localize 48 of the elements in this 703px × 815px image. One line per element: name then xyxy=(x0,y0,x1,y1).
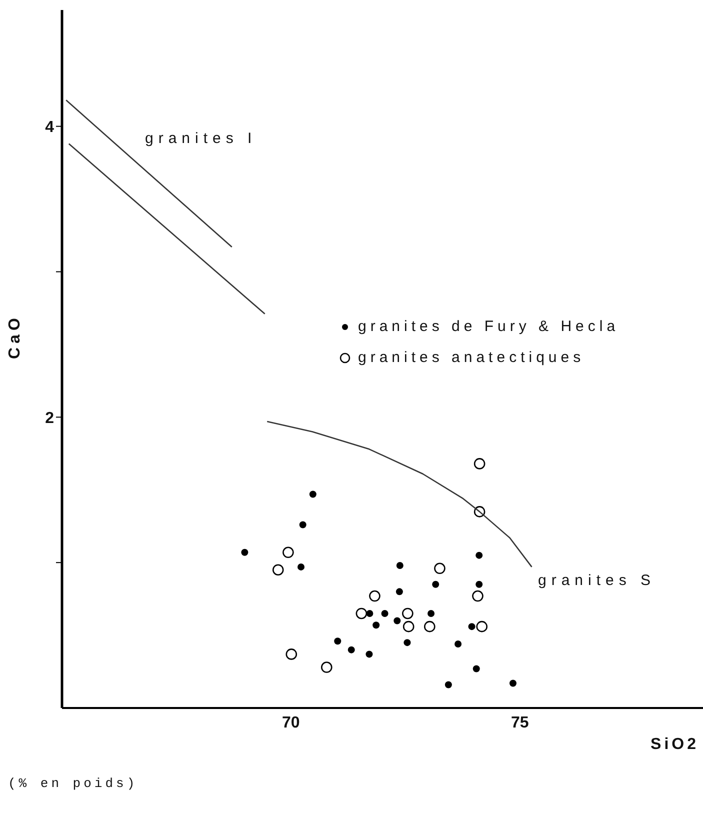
point xyxy=(428,610,435,617)
point xyxy=(286,648,298,660)
y-tick-label: 2 xyxy=(45,410,54,427)
point xyxy=(474,458,486,470)
point xyxy=(369,590,380,602)
point xyxy=(396,562,404,569)
point xyxy=(476,580,483,588)
text: (% en poids) xyxy=(8,776,138,791)
point xyxy=(309,490,316,498)
point xyxy=(509,680,516,687)
point xyxy=(472,665,480,672)
point xyxy=(272,564,284,576)
annotation: granites I xyxy=(145,130,257,147)
annotation: granites S xyxy=(538,572,656,589)
point xyxy=(299,521,306,528)
point xyxy=(366,610,374,617)
point xyxy=(468,623,476,630)
point xyxy=(472,590,484,602)
x-tick-label: 70 xyxy=(282,714,300,732)
x-axis-title: SiO2 xyxy=(650,736,699,753)
legend-label: granites anatectiques xyxy=(358,349,585,366)
point xyxy=(454,640,462,648)
y-axis-title: CaO xyxy=(6,314,24,359)
point xyxy=(444,681,452,688)
point xyxy=(476,620,488,632)
point xyxy=(348,646,355,654)
x-tick-label: 75 xyxy=(510,714,529,732)
point xyxy=(424,620,436,632)
point xyxy=(402,608,414,620)
point xyxy=(334,638,342,645)
point xyxy=(320,662,332,673)
point xyxy=(282,546,294,558)
point xyxy=(404,639,411,646)
legend-label: granites de Fury & Hecla xyxy=(358,318,620,335)
point xyxy=(356,608,368,620)
y-tick-label: 4 xyxy=(45,119,54,136)
point xyxy=(434,562,446,574)
point xyxy=(396,588,403,596)
line-series xyxy=(266,420,532,568)
point xyxy=(432,580,440,588)
point xyxy=(298,563,304,570)
point xyxy=(476,552,483,559)
point xyxy=(372,622,380,629)
point xyxy=(402,620,414,632)
point xyxy=(381,610,388,617)
point xyxy=(366,650,373,658)
point xyxy=(394,617,401,624)
point xyxy=(241,548,248,556)
